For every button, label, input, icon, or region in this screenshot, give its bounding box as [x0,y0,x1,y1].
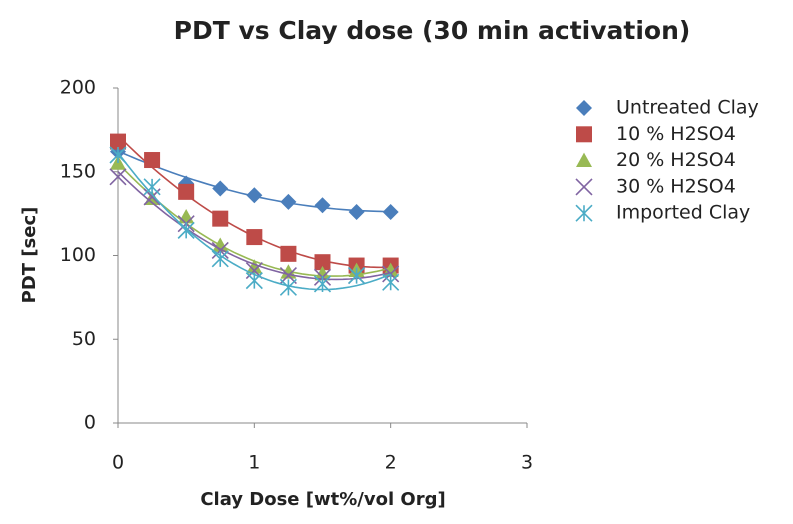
legend-marker [575,178,593,196]
marker [348,203,365,220]
marker [313,275,332,293]
legend-label: 20 % H2SO4 [616,149,736,171]
marker [178,183,195,200]
legend-marker [576,126,592,143]
y-tick-label: 200 [60,77,96,99]
y-tick-label: 50 [72,328,96,350]
legend-label: Untreated Clay [616,97,759,119]
x-tick-label: 0 [112,452,124,474]
legend-label: Imported Clay [616,202,750,224]
marker [211,241,229,260]
legend-label: 30 % H2SO4 [616,175,736,197]
marker [246,259,263,274]
marker [382,265,400,283]
series [109,146,400,296]
marker [109,146,127,164]
marker [279,278,297,296]
marker [212,237,229,252]
marker [280,245,297,262]
marker [109,168,127,186]
marker [314,254,331,271]
x-tick-label: 1 [248,452,260,474]
marker [314,265,331,281]
chart-title: PDT vs Clay dose (30 min activation) [174,16,691,45]
y-axis-label: PDT [sec] [19,207,40,304]
marker [212,210,229,227]
marker [143,178,161,196]
legend-marker [576,100,592,116]
marker [211,250,229,268]
marker [382,273,400,291]
marker [314,197,331,214]
legend-label: 10 % H2SO4 [616,123,736,145]
marker [245,272,263,290]
x-tick-label: 2 [385,452,397,474]
marker [246,229,263,246]
y-tick-label: 150 [60,160,96,182]
marker [280,193,297,210]
marker [348,267,366,285]
marker [177,221,195,239]
trend-line [117,171,391,281]
y-tick-label: 0 [84,412,96,434]
y-tick-label: 100 [60,244,96,266]
marker [144,152,161,169]
x-tick-label: 3 [521,452,533,474]
marker [212,180,229,197]
marker [110,133,126,150]
legend-marker [576,152,592,167]
marker [246,187,263,204]
marker [382,203,399,220]
x-axis-label: Clay Dose [wt%/vol Org] [200,489,445,510]
legend-marker [575,204,593,222]
